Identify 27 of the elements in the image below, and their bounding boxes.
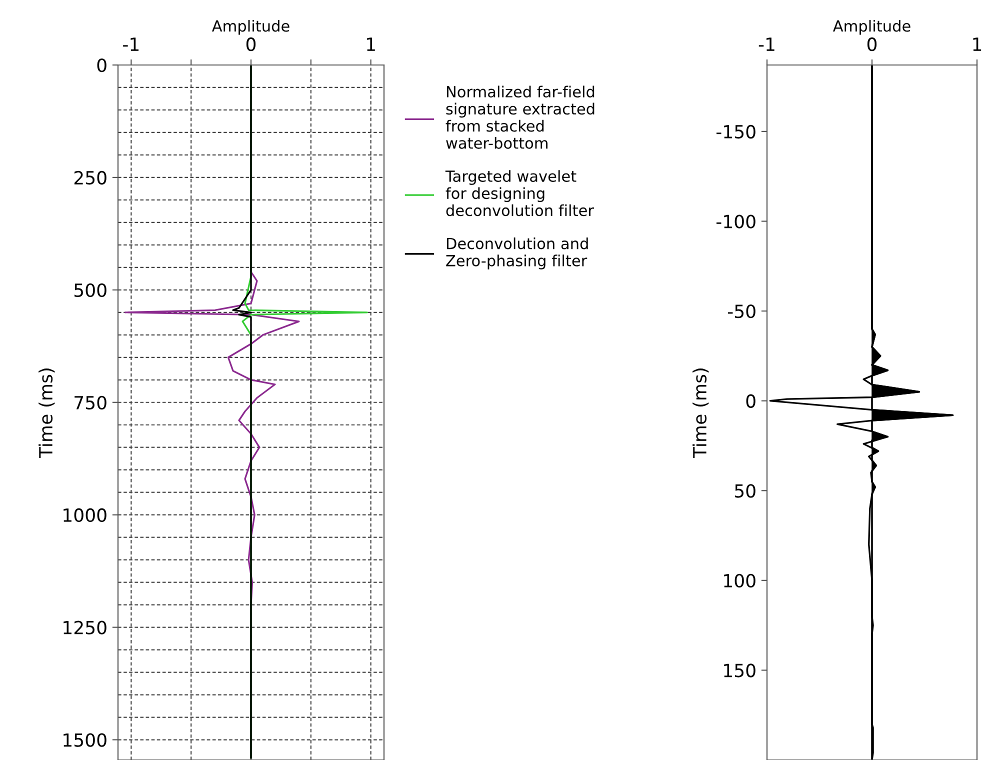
x-tick-label: 1	[367, 38, 375, 51]
legend-label: Deconvolution and Zero-phasing filter	[446, 237, 588, 270]
x-tick-label: 1	[973, 38, 982, 51]
y-axis-title: Time (ms)	[692, 368, 709, 458]
y-tick-label: 100	[724, 574, 756, 588]
y-tick-label: 500	[74, 283, 106, 298]
y-axis-title: Time (ms)	[38, 368, 55, 458]
x-tick-label: 0	[867, 37, 877, 52]
y-tick-label: 0	[97, 58, 106, 72]
y-tick-label: 150	[724, 664, 756, 678]
y-tick-label: 1250	[64, 620, 106, 634]
y-tick-label: 50	[735, 484, 756, 498]
y-tick-label: 750	[74, 396, 106, 410]
x-tick-label: 0	[246, 37, 256, 52]
legend-label: Targeted wavelet for designing deconvolution filter	[445, 170, 594, 216]
x-axis-title: Amplitude	[832, 20, 910, 35]
y-tick-label: -100	[716, 214, 756, 228]
x-tick-label: -1	[123, 38, 139, 51]
y-tick-label: 250	[74, 170, 106, 185]
y-tick-label: 0	[746, 394, 756, 408]
x-tick-label: -1	[758, 38, 774, 51]
y-tick-label: -50	[728, 304, 756, 318]
y-tick-label: 1500	[64, 733, 106, 747]
y-tick-label: -150	[716, 124, 756, 139]
y-tick-label: 1000	[64, 508, 106, 522]
legend-label: Normalized far-field signature extracted from stacked water-bottom	[446, 86, 594, 149]
x-axis-title: Amplitude	[212, 20, 290, 35]
